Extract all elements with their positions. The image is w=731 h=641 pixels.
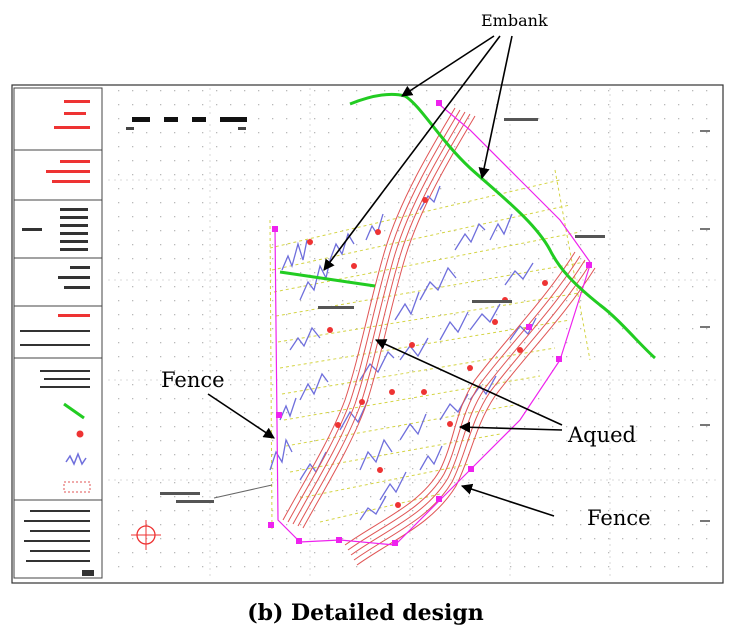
annotation-arrows	[207, 35, 563, 517]
legend-panel	[13, 87, 103, 579]
label-aqued: Aqued	[567, 423, 636, 447]
label-embank: Embank	[481, 11, 548, 30]
fence-boundary	[274, 104, 591, 546]
label-fence-left: Fence	[161, 368, 225, 392]
drawing-sheet	[11, 84, 724, 584]
label-fence-right: Fence	[587, 506, 651, 530]
terrace-lines	[269, 169, 591, 531]
scale-bar	[126, 117, 247, 130]
caption-text: (b) Detailed design	[247, 600, 484, 626]
north-arrow-icon	[131, 520, 161, 550]
aqueduct-left	[282, 107, 476, 529]
figure-caption: (b) Detailed design	[0, 600, 731, 626]
survey-points	[307, 197, 548, 508]
plan-annotations	[160, 118, 605, 503]
